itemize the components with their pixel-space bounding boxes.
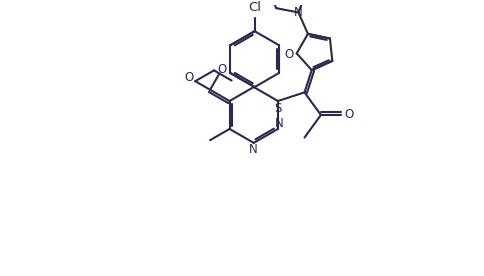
Text: Cl: Cl: [248, 1, 260, 14]
Text: N: N: [293, 6, 302, 19]
Text: O: O: [284, 48, 293, 61]
Text: S: S: [274, 102, 282, 115]
Text: O: O: [344, 108, 353, 121]
Text: O: O: [184, 71, 194, 84]
Text: N: N: [275, 117, 284, 130]
Text: N: N: [248, 143, 257, 156]
Text: O: O: [216, 63, 226, 76]
